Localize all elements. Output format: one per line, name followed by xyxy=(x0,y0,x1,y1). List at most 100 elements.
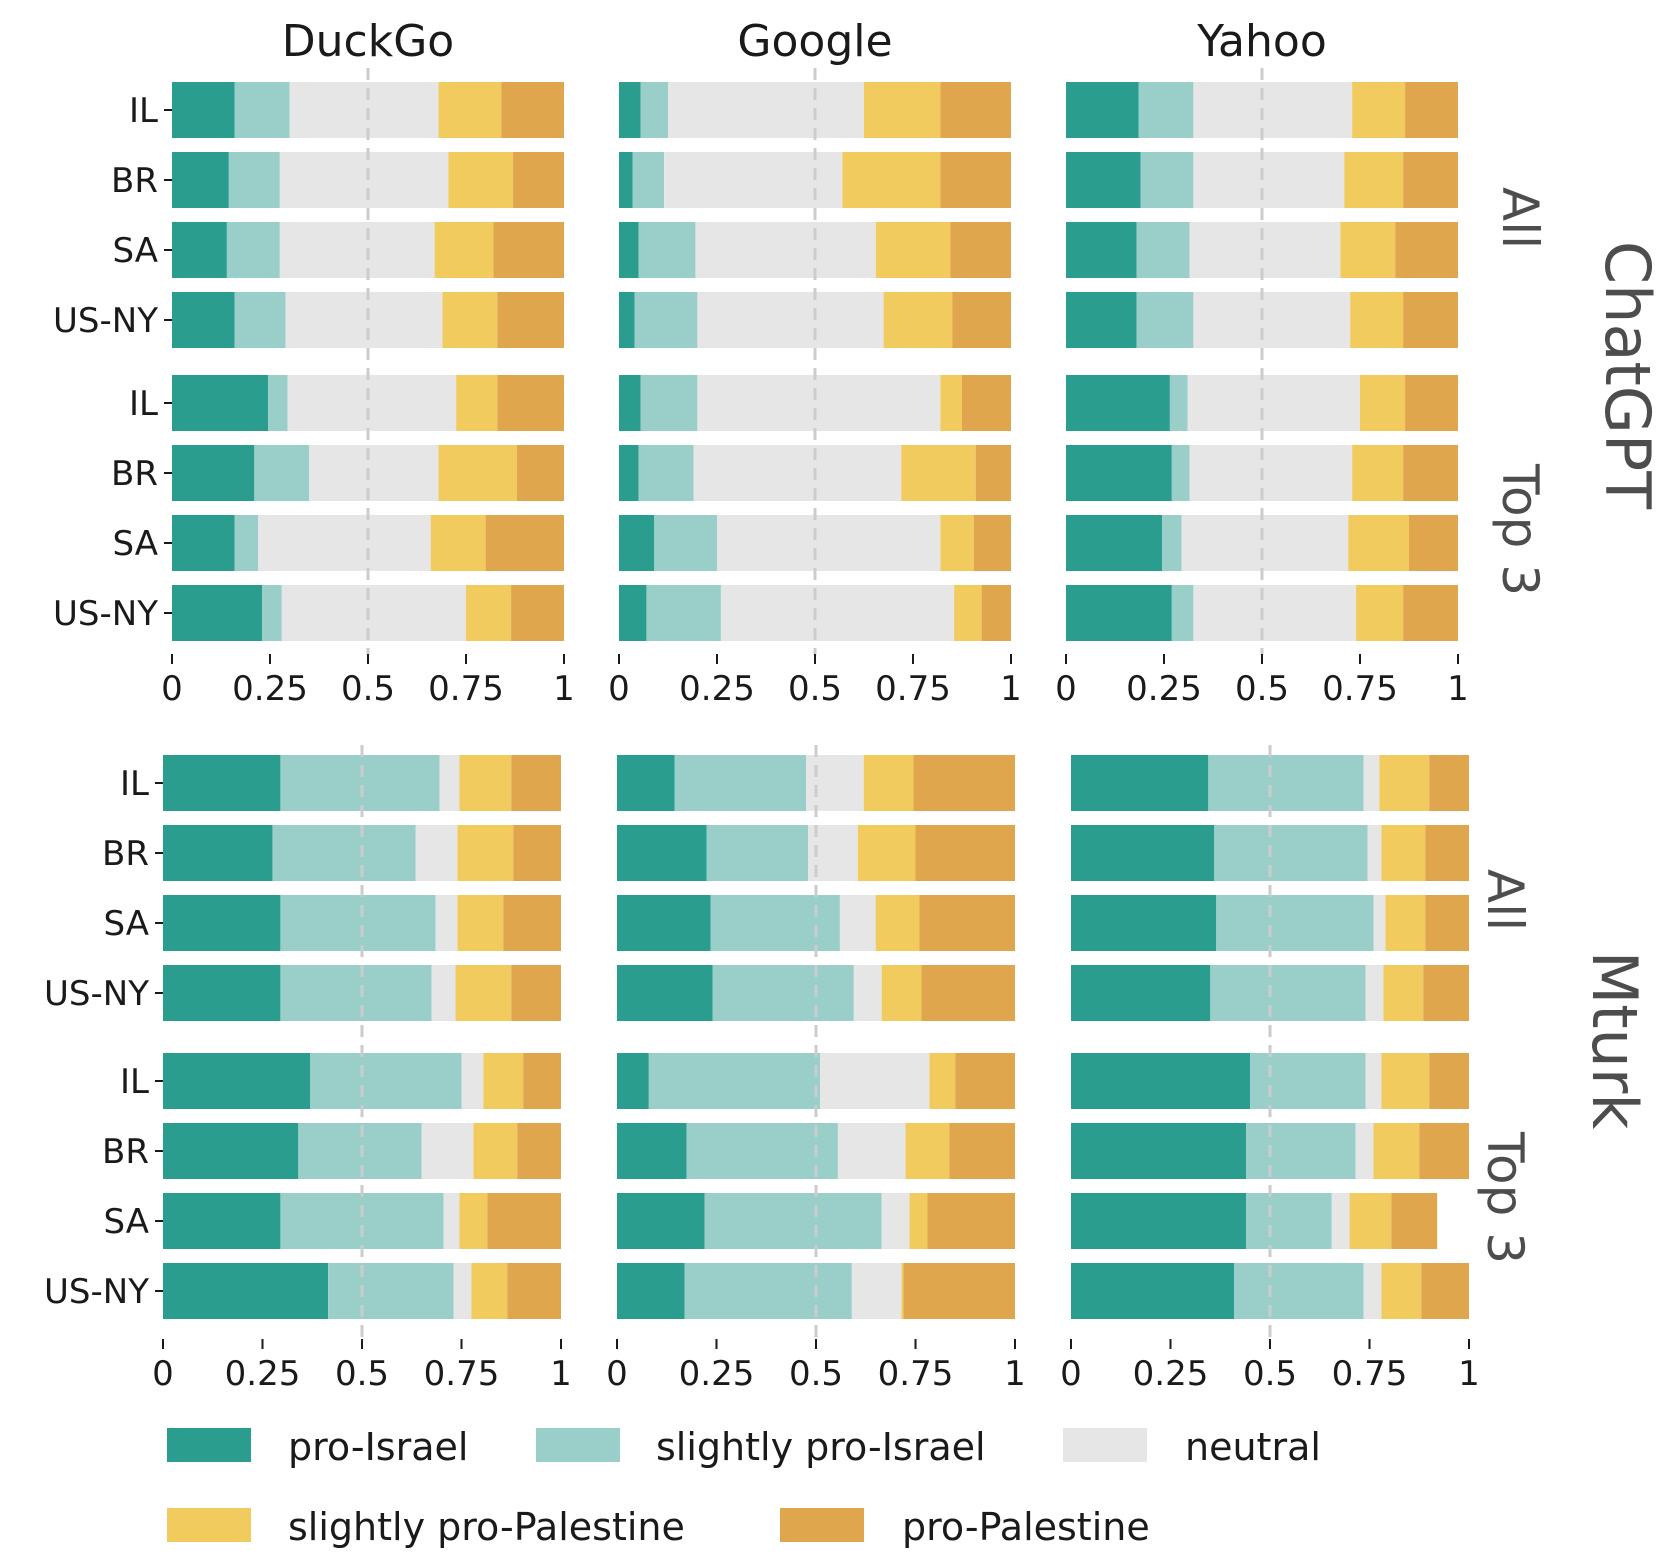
bar-segment-neutral xyxy=(1189,445,1353,501)
subgroup-label-all: All xyxy=(1491,187,1549,249)
bar-segment-slightly-pro-israel xyxy=(1136,222,1190,278)
bar-segment-slightly-pro-israel xyxy=(234,82,290,138)
bar-segment-pro-palestine xyxy=(1425,895,1469,951)
bar-segment-slightly-pro-palestine xyxy=(459,755,512,811)
column-title-yahoo: Yahoo xyxy=(1196,16,1327,67)
panel-mturk-duckgo: IL BR SA US-NY IL BR SA US-NY 0 0.25 0.5 0.75 1 xyxy=(44,745,572,1394)
bar-segment-slightly-pro-palestine xyxy=(1381,825,1426,881)
bar-segment-neutral xyxy=(881,1193,910,1249)
bar-segment-neutral xyxy=(1187,375,1360,431)
bar-segment-slightly-pro-palestine xyxy=(1348,515,1409,571)
x-tick-label: 0.25 xyxy=(679,669,755,709)
bar-segment-slightly-pro-israel xyxy=(684,1263,852,1319)
bar-segment-pro-palestine xyxy=(1429,1053,1469,1109)
bar-segment-pro-palestine xyxy=(1419,1123,1469,1179)
x-tick-label: 1 xyxy=(550,1354,572,1394)
bar-segment-pro-israel xyxy=(163,1053,311,1109)
legend-swatch-slightly-pro-palestine xyxy=(167,1508,251,1542)
bar-segment-slightly-pro-israel xyxy=(1246,1123,1356,1179)
bar-segment-slightly-pro-palestine xyxy=(1344,152,1404,208)
bar-segment-slightly-pro-palestine xyxy=(901,445,976,501)
bar-segment-pro-israel xyxy=(619,585,647,641)
legend-swatch-pro-palestine xyxy=(780,1508,864,1542)
bar-segment-pro-israel xyxy=(172,222,227,278)
bar-segment-pro-israel xyxy=(172,292,235,348)
bar-segment-neutral xyxy=(1355,1123,1374,1179)
bar-segment-slightly-pro-palestine xyxy=(457,895,504,951)
bar-segment-neutral xyxy=(851,1263,902,1319)
bar-segment-neutral xyxy=(431,965,456,1021)
x-tick-label: 0.5 xyxy=(335,1354,389,1394)
bar-segment-slightly-pro-palestine xyxy=(857,825,916,881)
bar-segment-neutral xyxy=(1181,515,1349,571)
bar-segment-slightly-pro-israel xyxy=(648,1053,820,1109)
bar-segment-slightly-pro-palestine xyxy=(940,375,962,431)
legend: pro-Israel slightly pro-Israel neutral slig… xyxy=(167,1425,1321,1549)
x-tick-label: 0.5 xyxy=(789,1354,843,1394)
bar-segment-pro-israel xyxy=(1071,1263,1235,1319)
bar-segment-neutral xyxy=(415,825,458,881)
legend-item-pro-israel: pro-Israel xyxy=(167,1425,468,1469)
x-tick-label: 0.75 xyxy=(1322,669,1398,709)
x-tick-label: 0.25 xyxy=(1133,1354,1209,1394)
bar-segment-neutral xyxy=(819,1053,930,1109)
bar-segment-slightly-pro-israel xyxy=(1136,292,1194,348)
x-tick-label: 0 xyxy=(608,669,630,709)
bar-segment-neutral xyxy=(1365,965,1384,1021)
bar-segment-pro-israel xyxy=(163,1263,329,1319)
bar-segment-slightly-pro-palestine xyxy=(864,82,941,138)
bar-segment-pro-israel xyxy=(1066,445,1172,501)
bar-segment-pro-palestine xyxy=(952,292,1011,348)
bar-segment-neutral xyxy=(720,585,955,641)
panel-chatgpt-yahoo: 0 0.25 0.5 0.75 1 xyxy=(1055,68,1469,709)
row-group-label-mturk: Mturk xyxy=(1578,951,1651,1130)
bar-segment-slightly-pro-israel xyxy=(228,152,280,208)
bar-segment-slightly-pro-israel xyxy=(1246,1193,1332,1249)
row-group-labels: ChatGPT All Top 3 Mturk All Top 3 xyxy=(1476,187,1661,1264)
bar-segment-pro-palestine xyxy=(501,82,564,138)
legend-swatch-slightly-pro-israel xyxy=(536,1428,620,1462)
bar-segment-pro-palestine xyxy=(503,895,561,951)
x-tick-label: 0.75 xyxy=(1332,1354,1408,1394)
bar-segment-slightly-pro-israel xyxy=(1208,755,1364,811)
bar-segment-slightly-pro-palestine xyxy=(842,152,941,208)
bar-segment-slightly-pro-palestine xyxy=(455,965,512,1021)
bar-segment-slightly-pro-israel xyxy=(632,152,665,208)
bar-segment-neutral xyxy=(806,755,864,811)
bar-segment-pro-palestine xyxy=(940,152,1011,208)
x-tick-label: 0.25 xyxy=(232,669,308,709)
x-tick-label: 0.5 xyxy=(1243,1354,1297,1394)
bar-segment-slightly-pro-palestine xyxy=(881,965,922,1021)
bar-segment-pro-palestine xyxy=(1429,755,1469,811)
bar-segment-neutral xyxy=(693,445,902,501)
bar-segment-slightly-pro-israel xyxy=(268,375,288,431)
bar-segment-slightly-pro-israel xyxy=(646,585,721,641)
bar-segment-pro-israel xyxy=(1071,825,1215,881)
x-tick-label: 0.25 xyxy=(225,1354,301,1394)
bar-segment-neutral xyxy=(435,895,458,951)
bar-segment-slightly-pro-palestine xyxy=(875,895,920,951)
bar-segment-slightly-pro-israel xyxy=(310,1053,462,1109)
x-tick-label: 0 xyxy=(161,669,183,709)
bar-segment-neutral xyxy=(309,445,439,501)
bar-segment-slightly-pro-palestine xyxy=(909,1193,928,1249)
bar-segment-neutral xyxy=(717,515,941,571)
bar-segment-slightly-pro-palestine xyxy=(438,82,502,138)
bar-segment-pro-israel xyxy=(1066,152,1141,208)
bar-segment-neutral xyxy=(279,152,449,208)
bar-segment-neutral xyxy=(1363,1263,1382,1319)
bar-segment-slightly-pro-israel xyxy=(328,1263,454,1319)
bar-segment-slightly-pro-israel xyxy=(640,82,668,138)
bar-segment-pro-palestine xyxy=(915,825,1015,881)
row-label-sa: SA xyxy=(104,904,149,944)
bar-segment-pro-palestine xyxy=(517,1123,561,1179)
bar-segment-slightly-pro-palestine xyxy=(940,515,974,571)
row-label-us-ny: US-NY xyxy=(44,974,149,1014)
bar-segment-slightly-pro-israel xyxy=(280,895,436,951)
bar-segment-slightly-pro-palestine xyxy=(457,825,514,881)
bar-segment-neutral xyxy=(1193,585,1357,641)
bar-segment-slightly-pro-palestine xyxy=(954,585,982,641)
bar-segment-pro-israel xyxy=(163,965,281,1021)
x-tick-label: 0.25 xyxy=(679,1354,755,1394)
subgroup-label-all: All xyxy=(1476,869,1534,931)
